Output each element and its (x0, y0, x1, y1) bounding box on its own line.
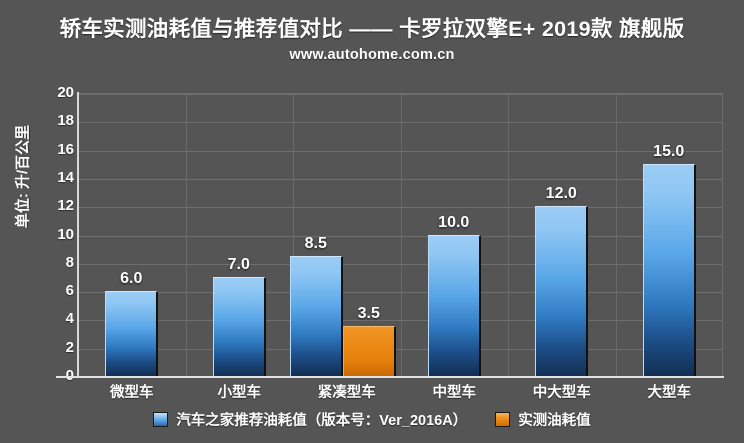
y-axis-tick-label: 20 (57, 84, 74, 101)
legend-item-recommended: 汽车之家推荐油耗值（版本号：Ver_2016A） (153, 409, 467, 430)
category-divider (400, 94, 402, 376)
y-axis-tick-label: 0 (40, 367, 74, 384)
bar-value-label: 3.5 (357, 305, 380, 323)
gridline (78, 263, 722, 265)
gridline (78, 94, 722, 95)
y-axis-tick-label: 12 (57, 197, 74, 215)
legend-label-recommended: 汽车之家推荐油耗值（版本号：Ver_2016A） (176, 413, 468, 429)
category-divider (508, 94, 509, 376)
x-axis-category-label: 大型车 (647, 385, 692, 401)
legend-label-measured: 实测油耗值 (518, 413, 591, 429)
chart-subtitle-watermark: www.autohome.com.cn (289, 47, 455, 63)
gridline (78, 292, 722, 294)
y-axis-tick-label: 6 (65, 282, 74, 300)
bar-value-label: 10.0 (438, 213, 470, 231)
y-axis-tick-label: 16 (57, 140, 74, 158)
gridline (78, 178, 722, 180)
gridline (78, 150, 722, 152)
bar-recommended: 7.0 (212, 256, 266, 376)
chart-header: 轿车实测油耗值与推荐值对比 —— 卡罗拉双擎E+ 2019款 旗舰版 www.a… (0, 0, 744, 78)
y-axis-tick-label: 18 (57, 112, 74, 130)
chart-legend: 汽车之家推荐油耗值（版本号：Ver_2016A） 实测油耗值 (0, 409, 744, 430)
y-axis-tick-label: 2 (65, 338, 74, 356)
y-axis-tick-label: 14 (57, 168, 74, 186)
gridline (78, 235, 722, 237)
x-axis-category-label: 小型车 (217, 385, 262, 401)
chart-title: 轿车实测油耗值与推荐值对比 —— 卡罗拉双擎E+ 2019款 旗舰版 (59, 17, 685, 41)
bar-measured: 3.5 (342, 305, 396, 376)
category-divider (293, 94, 294, 376)
x-axis-category-label: 中型车 (432, 385, 477, 401)
bar-value-label: 12.0 (545, 185, 577, 203)
category-divider (185, 94, 187, 376)
x-axis-category-label: 中大型车 (532, 385, 591, 401)
bar-recommended: 12.0 (535, 185, 589, 376)
x-axis-line (56, 376, 724, 378)
y-axis-line (77, 92, 79, 377)
bar-recommended: 10.0 (427, 214, 481, 376)
y-axis-tick-label: 4 (65, 310, 74, 328)
y-axis-tick-label: 10 (57, 225, 74, 243)
y-axis-title: 单位: 升/百公里 (14, 124, 32, 229)
bar-value-label: 7.0 (227, 255, 250, 273)
bar-value-label: 6.0 (120, 270, 143, 288)
y-axis-tick-labels: 0 2 4 6 8 10 12 14 16 18 20 (34, 0, 74, 443)
bar-value-label: 15.0 (653, 142, 685, 160)
y-axis-tick-label: 8 (65, 253, 74, 271)
bar-recommended: 15.0 (642, 143, 696, 376)
legend-swatch-measured-icon (495, 412, 511, 427)
bar-recommended: 8.5 (289, 235, 343, 376)
gridline (78, 207, 722, 209)
gridline (78, 348, 722, 350)
bar-recommended: 6.0 (105, 270, 159, 376)
gridline (78, 320, 722, 322)
x-axis-category-label: 微型车 (110, 385, 154, 401)
legend-swatch-recommended-icon (153, 412, 169, 427)
gridline (78, 122, 722, 124)
x-axis-category-label: 紧凑型车 (317, 385, 376, 401)
category-divider (615, 94, 617, 376)
bar-value-label: 8.5 (304, 234, 327, 252)
legend-item-measured: 实测油耗值 (495, 409, 591, 430)
